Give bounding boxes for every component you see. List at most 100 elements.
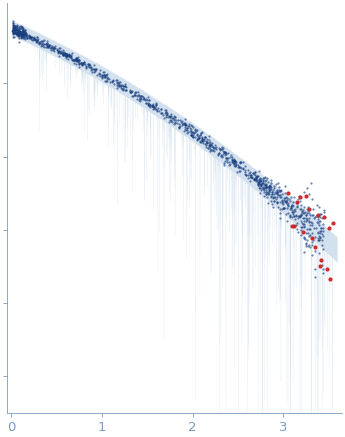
Point (306, 232, 312, 239)
Point (60, 47, 66, 54)
Point (20, 31, 25, 38)
Point (18, 28, 23, 35)
Point (74, 57, 80, 64)
Point (193, 126, 198, 133)
Point (280, 201, 286, 208)
Point (270, 187, 276, 194)
Point (262, 174, 268, 181)
Point (215, 150, 220, 157)
Point (10, 17, 16, 24)
Point (76, 57, 82, 64)
Point (264, 176, 269, 183)
Point (282, 198, 288, 205)
Point (298, 226, 304, 233)
Point (243, 171, 249, 178)
Point (18, 31, 24, 38)
Point (16, 35, 21, 42)
Point (277, 187, 283, 194)
Point (162, 110, 168, 117)
Point (182, 127, 187, 134)
Point (194, 136, 200, 143)
Point (198, 129, 204, 136)
Point (297, 213, 303, 220)
Point (213, 146, 219, 153)
Point (263, 184, 268, 191)
Point (252, 169, 258, 176)
Point (110, 76, 116, 83)
Point (18, 30, 23, 37)
Point (61, 50, 67, 57)
Point (254, 175, 259, 182)
Point (20, 31, 26, 38)
Point (16, 27, 22, 34)
Point (117, 79, 122, 86)
Point (308, 243, 313, 250)
Point (150, 101, 155, 108)
Point (281, 205, 286, 212)
Point (279, 205, 285, 212)
Point (274, 198, 280, 205)
Point (285, 189, 290, 196)
Point (11, 33, 17, 40)
Point (222, 149, 227, 156)
Point (266, 184, 272, 191)
Point (298, 201, 304, 208)
Point (229, 156, 234, 163)
Point (265, 193, 270, 200)
Point (74, 56, 80, 63)
Point (190, 129, 196, 136)
Point (37, 39, 42, 46)
Point (320, 265, 325, 272)
Point (294, 204, 299, 211)
Point (33, 38, 39, 45)
Point (154, 106, 160, 113)
Point (291, 212, 297, 219)
Point (253, 178, 258, 185)
Point (75, 56, 81, 63)
Point (309, 251, 315, 258)
Point (60, 52, 66, 59)
Point (258, 182, 264, 189)
Point (249, 174, 255, 181)
Point (38, 41, 43, 48)
Point (138, 92, 144, 99)
Point (315, 212, 321, 219)
Point (18, 30, 24, 37)
Point (195, 135, 200, 142)
Point (287, 198, 293, 205)
Point (306, 208, 311, 215)
Point (231, 156, 237, 163)
Point (269, 190, 274, 197)
Point (192, 126, 197, 133)
Point (310, 212, 316, 218)
Point (243, 172, 248, 179)
Point (206, 144, 211, 151)
Point (66, 52, 71, 59)
Point (47, 42, 52, 49)
Point (169, 117, 174, 124)
Point (277, 198, 282, 205)
Point (301, 223, 306, 230)
Point (266, 185, 272, 192)
Point (303, 218, 308, 225)
Point (22, 35, 28, 42)
Point (63, 50, 69, 57)
Point (278, 194, 283, 201)
Point (282, 182, 288, 189)
Point (76, 64, 81, 71)
Point (132, 89, 138, 96)
Point (255, 173, 260, 180)
Point (237, 168, 243, 175)
Point (300, 215, 306, 222)
Point (185, 127, 190, 134)
Point (59, 50, 65, 57)
Point (24, 34, 29, 41)
Point (316, 222, 321, 229)
Point (13, 30, 19, 37)
Point (104, 78, 110, 85)
Point (306, 242, 312, 249)
Point (164, 107, 169, 114)
Point (76, 59, 81, 66)
Point (27, 32, 33, 39)
Point (113, 76, 119, 83)
